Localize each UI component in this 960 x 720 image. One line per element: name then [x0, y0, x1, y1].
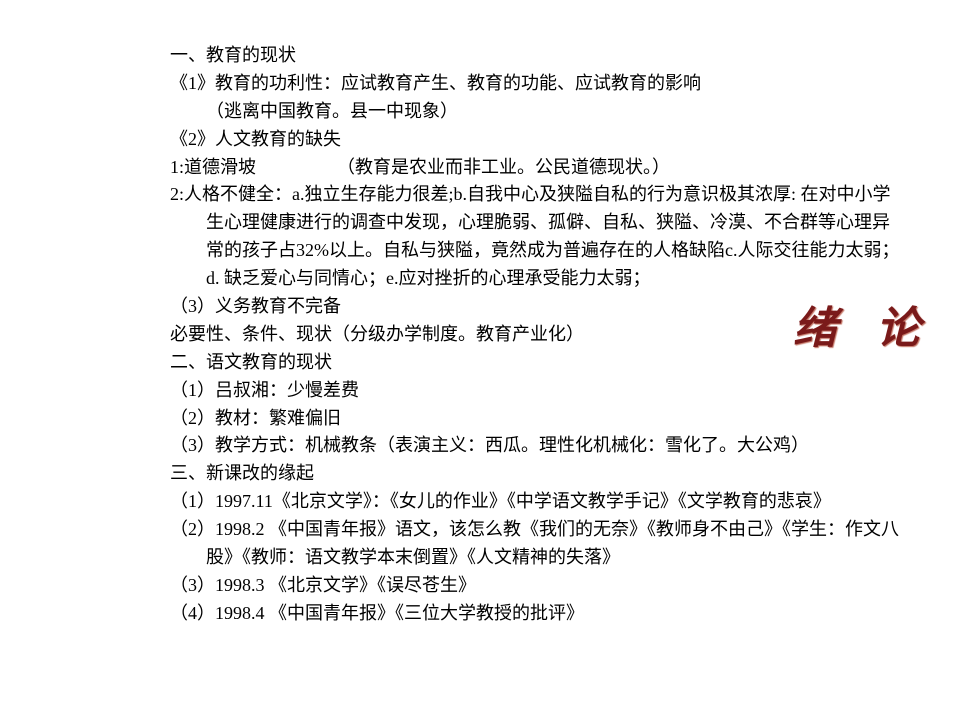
s1-item-3: 1:道德滑坡 （教育是农业而非工业。公民道德现状。）	[170, 154, 900, 182]
s1-item-1a: 《1》教育的功利性：应试教育产生、教育的功能、应试教育的影响	[170, 70, 900, 98]
s1-item-5: （3）义务教育不完备	[170, 293, 900, 321]
document-page: 绪 论 一、教育的现状 《1》教育的功利性：应试教育产生、教育的功能、应试教育的…	[0, 0, 960, 720]
watermark-title: 绪 论	[793, 295, 934, 363]
s1-item-1b: （逃离中国教育。县一中现象）	[170, 98, 900, 126]
s3-item-4: （4）1998.4 《中国青年报》《三位大学教授的批评》	[170, 600, 900, 628]
section-1-heading: 一、教育的现状	[170, 42, 900, 70]
s2-item-1: （1）吕叔湘：少慢差费	[170, 377, 900, 405]
s3-item-2: （2）1998.2 《中国青年报》语文，该怎么教《我们的无奈》《教师身不由己》《…	[170, 516, 900, 572]
s2-item-2: （2）教材：繁难偏旧	[170, 405, 900, 433]
s3-item-3: （3）1998.3 《北京文学》《误尽苍生》	[170, 572, 900, 600]
s2-item-3: （3）教学方式：机械教条（表演主义：西瓜。理性化机械化：雪化了。大公鸡）	[170, 432, 900, 460]
section-2-heading: 二、语文教育的现状	[170, 349, 900, 377]
s1-item-6: 必要性、条件、现状（分级办学制度。教育产业化）	[170, 321, 900, 349]
s1-item-4: 2:人格不健全：a.独立生存能力很差;b.自我中心及狭隘自私的行为意识极其浓厚:…	[170, 181, 900, 293]
s1-item-2: 《2》人文教育的缺失	[170, 126, 900, 154]
s3-item-1: （1）1997.11《北京文学》：《女儿的作业》《中学语文教学手记》《文学教育的…	[170, 488, 900, 516]
section-3-heading: 三、新课改的缘起	[170, 460, 900, 488]
